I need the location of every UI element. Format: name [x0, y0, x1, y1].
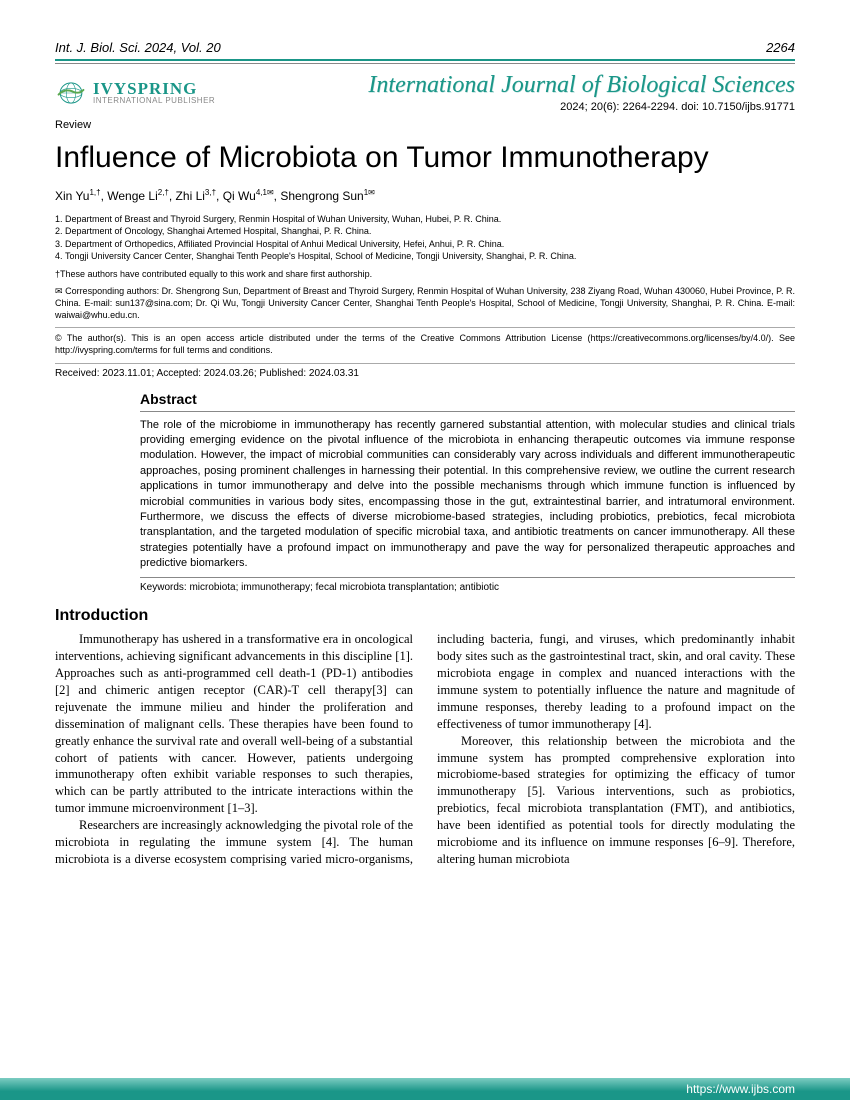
- intro-p3: Moreover, this relationship between the …: [437, 733, 795, 868]
- affiliation-item: Department of Oncology, Shanghai Artemed…: [55, 225, 795, 238]
- keywords: Keywords: microbiota; immunotherapy; fec…: [140, 578, 795, 593]
- footer-bar: https://www.ijbs.com: [0, 1078, 850, 1100]
- journal-ref: Int. J. Biol. Sci. 2024, Vol. 20: [55, 40, 221, 55]
- affiliation-item: Department of Orthopedics, Affiliated Pr…: [55, 238, 795, 251]
- ivyspring-globe-icon: [55, 79, 87, 107]
- intro-p1: Immunotherapy has ushered in a transform…: [55, 631, 413, 817]
- logo-text: IVYSPRING INTERNATIONAL PUBLISHER: [93, 80, 215, 105]
- affiliations: Department of Breast and Thyroid Surgery…: [55, 213, 795, 263]
- journal-title: International Journal of Biological Scie…: [368, 72, 795, 99]
- affiliation-item: Tongji University Cancer Center, Shangha…: [55, 250, 795, 263]
- corresponding-authors: ✉ Corresponding authors: Dr. Shengrong S…: [55, 285, 795, 321]
- publication-dates: Received: 2023.11.01; Accepted: 2024.03.…: [55, 363, 795, 379]
- header-rule-thin: [55, 63, 795, 64]
- abstract-block: Abstract The role of the microbiome in i…: [140, 391, 795, 594]
- abstract-text: The role of the microbiome in immunother…: [140, 411, 795, 579]
- license-text: © The author(s). This is an open access …: [55, 327, 795, 356]
- abstract-heading: Abstract: [140, 391, 795, 407]
- logo-main-text: IVYSPRING: [93, 80, 215, 97]
- authors: Xin Yu1,†, Wenge Li2,†, Zhi Li3,†, Qi Wu…: [55, 188, 795, 203]
- citation: 2024; 20(6): 2264-2294. doi: 10.7150/ijb…: [368, 101, 795, 113]
- logo-row: IVYSPRING INTERNATIONAL PUBLISHER Intern…: [55, 72, 795, 113]
- logo-sub-text: INTERNATIONAL PUBLISHER: [93, 97, 215, 105]
- footer-url[interactable]: https://www.ijbs.com: [686, 1082, 795, 1096]
- affiliation-item: Department of Breast and Thyroid Surgery…: [55, 213, 795, 226]
- header-rule-thick: [55, 59, 795, 61]
- paper-title: Influence of Microbiota on Tumor Immunot…: [55, 141, 795, 176]
- article-type: Review: [55, 119, 795, 131]
- running-header: Int. J. Biol. Sci. 2024, Vol. 20 2264: [55, 40, 795, 59]
- introduction-heading: Introduction: [55, 607, 795, 625]
- journal-title-block: International Journal of Biological Scie…: [368, 72, 795, 113]
- body-text: Immunotherapy has ushered in a transform…: [55, 631, 795, 867]
- page-number: 2264: [766, 40, 795, 55]
- equal-contribution-note: †These authors have contributed equally …: [55, 269, 795, 279]
- publisher-logo: IVYSPRING INTERNATIONAL PUBLISHER: [55, 79, 215, 107]
